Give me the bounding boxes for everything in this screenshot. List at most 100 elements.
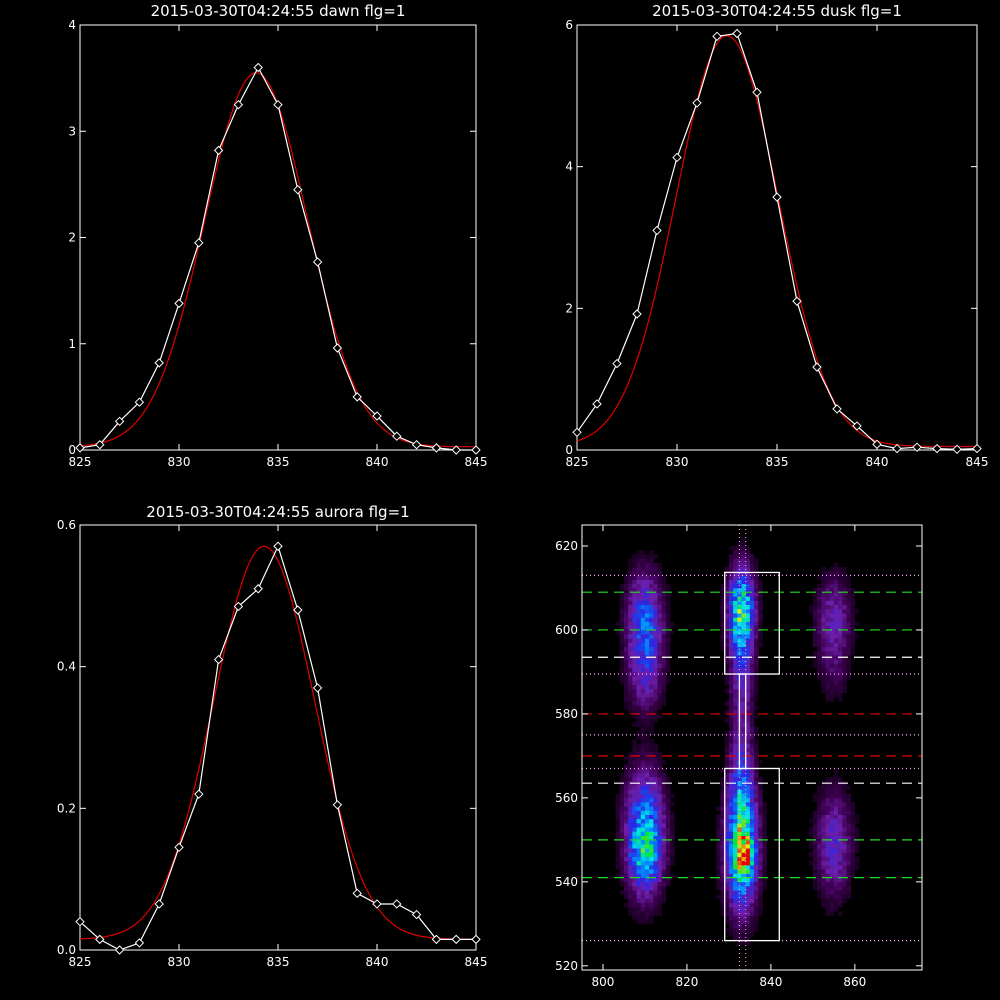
- heatmap-cell: [850, 831, 856, 836]
- heatmap-cell: [749, 881, 755, 887]
- heatmap-cell: [833, 646, 839, 652]
- heatmap-cell: [644, 755, 650, 761]
- heatmap-cell: [745, 865, 751, 870]
- heatmap-cell: [817, 629, 822, 635]
- heatmap-cell: [653, 571, 658, 576]
- heatmap-cell: [754, 894, 759, 899]
- heatmap-cell: [640, 877, 646, 883]
- heatmap-cell: [615, 827, 621, 832]
- heatmap-cell: [754, 814, 759, 820]
- heatmap-cell: [724, 848, 730, 853]
- heatmap-cell: [733, 730, 738, 736]
- heatmap-cell: [640, 865, 646, 870]
- heatmap-cell: [649, 772, 654, 778]
- heatmap-cell: [821, 890, 826, 895]
- heatmap-cell: [640, 587, 646, 593]
- heatmap-cell: [649, 747, 654, 752]
- heatmap-cell: [632, 608, 637, 614]
- heatmap-cell: [846, 634, 851, 639]
- heatmap-cell: [846, 621, 851, 627]
- heatmap-cell: [850, 650, 856, 656]
- heatmap-cell: [825, 902, 830, 908]
- heatmap-cell: [741, 940, 747, 946]
- heatmap-cell: [737, 785, 742, 790]
- heatmap-cell: [644, 869, 650, 874]
- heatmap-cell: [636, 911, 642, 916]
- heatmap-cell: [724, 650, 730, 656]
- heatmap-cell: [619, 604, 625, 610]
- heatmap-cell: [623, 894, 629, 899]
- heatmap-cell: [653, 697, 658, 702]
- heatmap-cell: [838, 844, 843, 849]
- heatmap-cell: [653, 760, 658, 765]
- heatmap-cell: [720, 600, 726, 606]
- heatmap-cell: [615, 629, 621, 635]
- heatmap-cell: [623, 676, 629, 681]
- heatmap-cell: [749, 898, 755, 904]
- heatmap-cell: [636, 734, 642, 740]
- heatmap-cell: [829, 625, 835, 631]
- heatmap-cell: [644, 915, 650, 920]
- heatmap-cell: [741, 915, 747, 920]
- heatmap-cell: [825, 844, 830, 849]
- heatmap-cell: [737, 592, 742, 597]
- heatmap-cell: [812, 659, 818, 664]
- heatmap-cell: [728, 789, 734, 794]
- heatmap-cell: [741, 583, 747, 589]
- heatmap-cell: [758, 881, 763, 887]
- heatmap-cell: [636, 856, 642, 862]
- heatmap-cell: [636, 638, 642, 643]
- heatmap-cell: [657, 789, 663, 794]
- heatmap-cell: [649, 869, 654, 874]
- heatmap-cell: [842, 865, 847, 870]
- heatmap-cell: [670, 823, 675, 828]
- heatmap-cell: [838, 613, 843, 618]
- heatmap-cell: [829, 684, 835, 690]
- heatmap-cell: [640, 592, 646, 597]
- heatmap-cell: [628, 755, 633, 761]
- heatmap-cell: [846, 797, 851, 803]
- heatmap-cell: [632, 743, 637, 748]
- heatmap-cell: [825, 650, 830, 656]
- heatmap-cell: [754, 827, 759, 832]
- heatmap-cell: [758, 852, 763, 857]
- heatmap-cell: [842, 642, 847, 648]
- heatmap-cell: [653, 886, 658, 891]
- heatmap-cell: [741, 730, 747, 736]
- heatmap-cell: [737, 890, 742, 895]
- heatmap-cell: [758, 860, 763, 866]
- heatmap-cell: [644, 629, 650, 635]
- heatmap-cell: [657, 629, 663, 635]
- heatmap-cell: [733, 902, 738, 908]
- heatmap-cell: [728, 797, 734, 803]
- heatmap-cell: [749, 722, 755, 727]
- heatmap-cell: [741, 755, 747, 761]
- heatmap-cell: [728, 747, 734, 752]
- heatmap-cell: [720, 613, 726, 618]
- heatmap-cell: [636, 617, 642, 622]
- heatmap-cell: [636, 592, 642, 597]
- heatmap-cell: [657, 713, 663, 719]
- heatmap-cell: [640, 776, 646, 782]
- heatmap-cell: [758, 865, 763, 870]
- heatmap-cell: [846, 818, 851, 824]
- data-point-diamond: [471, 445, 481, 455]
- heatmap-cell: [825, 575, 830, 580]
- heatmap-cell: [733, 571, 738, 576]
- heatmap-cell: [724, 621, 730, 627]
- data-point-diamond: [732, 28, 742, 39]
- heatmap-cell: [737, 852, 742, 857]
- heatmap-cell: [728, 743, 734, 748]
- heatmap-cell: [623, 655, 629, 660]
- heatmap-cell: [657, 650, 663, 656]
- heatmap-cell: [833, 793, 839, 799]
- heatmap-cell: [724, 810, 730, 815]
- heatmap-cell: [649, 617, 654, 622]
- heatmap-cell: [817, 625, 822, 631]
- heatmap-cell: [754, 848, 759, 853]
- heatmap-cell: [636, 902, 642, 908]
- data-point-diamond: [451, 445, 461, 455]
- heatmap-cell: [653, 873, 658, 878]
- heatmap-cell: [644, 848, 650, 853]
- heatmap-cell: [812, 860, 818, 866]
